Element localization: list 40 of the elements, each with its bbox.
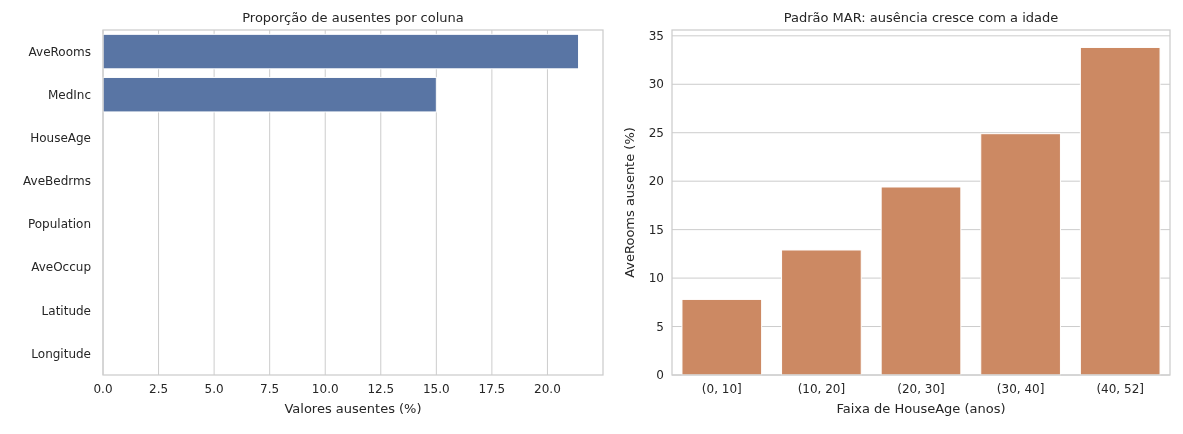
y-tick-label: 20 (648, 174, 664, 189)
x-tick-label: 7.5 (260, 382, 280, 396)
bar (681, 298, 763, 376)
y-axis-title: AveRooms ausente (%) (622, 127, 637, 278)
x-axis-title: Valores ausentes (%) (284, 401, 422, 416)
y-tick-label: 5 (656, 319, 664, 334)
y-tick-label: Population (27, 217, 91, 232)
x-tick-label: 10.0 (311, 382, 339, 396)
y-tick-label: HouseAge (30, 131, 91, 146)
x-tick-label: 5.0 (204, 382, 224, 396)
x-tick-label: (30, 40] (996, 382, 1045, 396)
y-tick-label: 35 (648, 29, 664, 44)
chart-title: Proporção de ausentes por coluna (242, 10, 464, 25)
x-axis-title: Faixa de HouseAge (anos) (836, 401, 1006, 416)
y-tick-label: 15 (648, 222, 664, 237)
x-tick-label: 12.5 (367, 382, 395, 396)
chart-title: Padrão MAR: ausência cresce com a idade (783, 10, 1059, 25)
y-tick-label: AveOccup (31, 260, 91, 275)
y-tick-label: 25 (648, 125, 664, 140)
y-tick-label: MedInc (47, 87, 91, 102)
bar (781, 249, 862, 376)
bar (980, 133, 1061, 376)
y-tick-label: 30 (648, 77, 664, 92)
x-tick-label: 2.5 (149, 382, 169, 396)
x-tick-label: 0.0 (93, 382, 113, 396)
x-tick-label: (40, 52] (1096, 382, 1144, 396)
y-tick-label: 10 (648, 271, 664, 286)
y-tick-label: AveRooms (28, 44, 91, 59)
x-tick-label: (10, 20] (797, 382, 846, 396)
y-tick-label: 0 (656, 368, 664, 383)
x-tick-label: (0, 10] (701, 382, 742, 396)
bar (1079, 46, 1161, 376)
x-tick-label: 15.0 (422, 382, 450, 396)
x-tick-label: (20, 30] (897, 382, 945, 396)
x-tick-label: 17.5 (478, 382, 506, 396)
y-tick-label: Latitude (41, 303, 91, 318)
bar (880, 186, 962, 376)
y-tick-label: Longitude (31, 346, 91, 361)
x-tick-label: 20.0 (534, 382, 561, 396)
y-tick-label: AveBedrms (23, 174, 91, 189)
